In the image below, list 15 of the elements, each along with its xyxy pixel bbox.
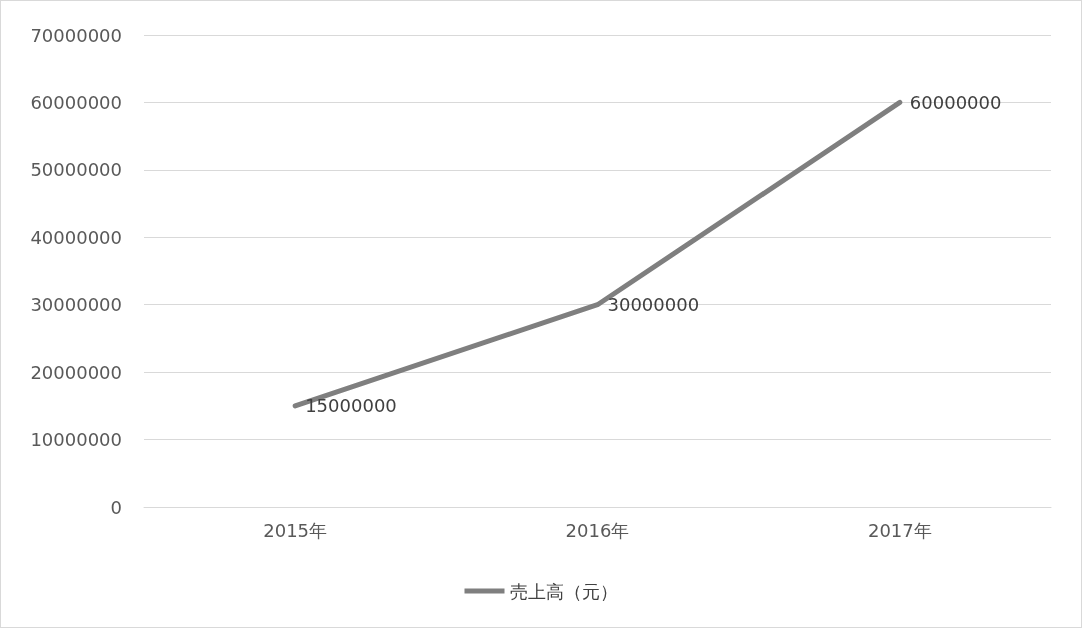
legend-label: 売上高（元） [509, 580, 618, 602]
data-label: 15000000 [305, 395, 397, 417]
y-tick-label: 20000000 [30, 361, 122, 383]
data-label: 30000000 [607, 294, 700, 316]
y-tick-label: 30000000 [30, 294, 122, 316]
y-tick-label: 70000000 [30, 24, 122, 46]
y-tick-label: 0 [110, 496, 122, 518]
x-tick-label: 2016年 [565, 519, 630, 541]
x-tick-label: 2015年 [263, 519, 328, 541]
y-tick-label: 60000000 [30, 91, 122, 113]
y-tick-label: 40000000 [30, 226, 122, 248]
x-tick-label: 2017年 [867, 519, 932, 541]
y-tick-label: 10000000 [30, 429, 122, 451]
y-tick-label: 50000000 [30, 159, 122, 181]
data-label: 60000000 [909, 91, 1002, 113]
